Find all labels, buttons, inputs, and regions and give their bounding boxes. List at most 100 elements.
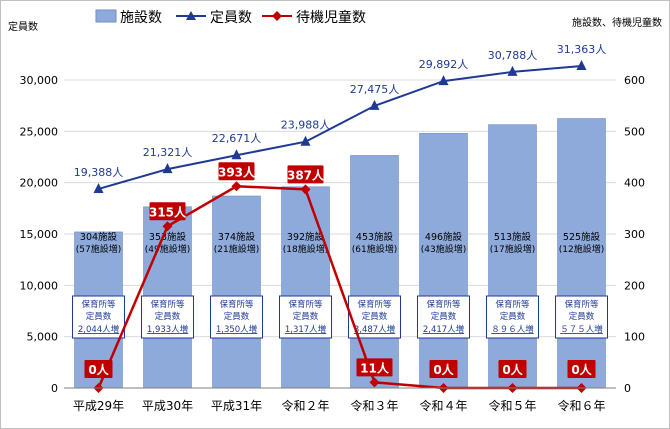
facility-value-label: 392施設 <box>287 231 325 243</box>
facility-value-label: 353施設 <box>149 231 187 243</box>
right-tick-label: 200 <box>624 279 645 292</box>
right-tick-label: 600 <box>624 74 645 87</box>
legend: 施設数 定員数 待機児童数 <box>95 9 366 26</box>
facility-bar <box>350 155 399 389</box>
increase-box-subheading: 定員数 <box>293 311 319 322</box>
increase-box-heading: 保育所等 <box>357 299 392 310</box>
wait-value-label: 0人 <box>571 362 592 377</box>
wait-value-label: 0人 <box>502 362 523 377</box>
facility-value-label: 304施設 <box>80 231 118 243</box>
wait-marker <box>162 221 173 232</box>
wait-marker <box>369 377 380 388</box>
left-tick-label: 0 <box>51 382 58 395</box>
facility-bar <box>212 195 261 389</box>
increase-box-subheading: 定員数 <box>500 311 526 322</box>
wait-value-label: 315人 <box>149 204 187 219</box>
increase-box-value: ５７５人増 <box>560 324 603 335</box>
left-tick-label: 25,000 <box>20 125 59 138</box>
increase-box-heading: 保育所等 <box>495 299 530 310</box>
right-tick-label: 300 <box>624 228 645 241</box>
increase-box-heading: 保育所等 <box>564 299 599 310</box>
staff-marker <box>93 182 104 193</box>
increase-box-heading: 保育所等 <box>219 299 254 310</box>
wait-label-box <box>567 360 596 378</box>
left-tick-label: 15,000 <box>20 228 59 241</box>
wait-value-label: 0人 <box>433 362 454 377</box>
right-tick-label: 100 <box>624 331 645 344</box>
increase-box-value: 3,487人増 <box>354 324 395 335</box>
facility-bar <box>281 186 330 389</box>
facility-increase-label: (17施設増) <box>490 243 535 255</box>
legend-wait-marker <box>272 11 282 21</box>
legend-staff-label: 定員数 <box>210 10 252 26</box>
increase-box <box>417 295 470 339</box>
staff-line <box>98 65 582 190</box>
increase-box-value: 2,417人増 <box>423 324 464 335</box>
facility-value-label: 525施設 <box>563 231 601 243</box>
wait-label-box <box>218 162 255 181</box>
right-tick-label: 500 <box>624 125 645 138</box>
wait-marker <box>300 184 311 195</box>
facility-increase-label: (57施設増) <box>76 243 121 255</box>
wait-label-box <box>498 360 527 378</box>
staff-value-label: 22,671人 <box>212 132 262 145</box>
left-tick-label: 5,000 <box>27 331 59 344</box>
increase-box-heading: 保育所等 <box>150 299 185 310</box>
left-tick-label: 10,000 <box>20 279 59 292</box>
staff-value-label: 21,321人 <box>143 146 193 159</box>
category-label: 平成30年 <box>142 399 193 413</box>
staff-value-label: 19,388人 <box>74 166 124 179</box>
wait-value-label: 393人 <box>218 164 256 179</box>
category-label: 令和５年 <box>488 398 536 413</box>
increase-box-value: 2,044人増 <box>78 324 119 335</box>
facility-increase-label: (43施設増) <box>421 243 466 255</box>
increase-box-heading: 保育所等 <box>426 299 461 310</box>
facility-value-label: 374施設 <box>218 231 256 243</box>
wait-label-box <box>149 202 186 221</box>
facility-bar <box>419 133 468 389</box>
right-axis-title: 施設数、待機児童数 <box>572 16 662 29</box>
increase-box-value: 1,317人増 <box>285 324 326 335</box>
increase-box-subheading: 定員数 <box>224 311 250 322</box>
right-tick-label: 0 <box>624 382 631 395</box>
increase-box-value: 1,933人増 <box>147 324 188 335</box>
increase-box-heading: 保育所等 <box>81 299 116 310</box>
staff-line-series: 19,388人 21,321人 22,671人 23,988人 27,475人 29,89… <box>74 43 607 193</box>
left-tick-label: 20,000 <box>20 177 59 190</box>
wait-value-label: 387人 <box>287 167 325 182</box>
wait-marker <box>231 181 242 192</box>
increase-box-subheading: 定員数 <box>86 311 112 322</box>
staff-value-label: 23,988人 <box>281 119 331 132</box>
legend-bar-swatch <box>95 9 117 23</box>
increase-box <box>555 295 608 339</box>
legend-staff-marker <box>186 11 196 20</box>
increase-box <box>72 295 125 339</box>
increase-box-subheading: 定員数 <box>569 311 595 322</box>
category-label: 平成31年 <box>211 399 262 413</box>
increase-box-value: 1,350人増 <box>216 324 257 335</box>
category-label: 令和３年 <box>350 398 398 413</box>
increase-box-subheading: 定員数 <box>155 311 181 322</box>
facility-increase-label: (18施設増) <box>283 243 328 255</box>
right-tick-label: 400 <box>624 177 645 190</box>
wait-value-label: 0人 <box>88 362 109 377</box>
increase-box-heading: 保育所等 <box>288 299 323 310</box>
facility-increase-label: (61施設増) <box>352 243 397 255</box>
legend-facilities-label: 施設数 <box>120 10 162 26</box>
increase-box <box>486 295 539 339</box>
staff-marker <box>438 75 449 86</box>
facility-bar <box>488 124 537 389</box>
left-axis-title: 定員数 <box>8 20 38 33</box>
facility-value-label: 513施設 <box>494 231 532 243</box>
increase-box-subheading: 定員数 <box>362 311 388 322</box>
wait-line-series: 0人 315人 393人 387人 11人 0人 0人 0人 <box>84 162 596 393</box>
category-label: 令和６年 <box>557 398 605 413</box>
left-tick-label: 30,000 <box>20 74 59 87</box>
legend-wait-label: 待機児童数 <box>296 9 366 26</box>
staff-marker <box>231 149 242 160</box>
wait-label-box <box>429 360 458 378</box>
increase-box <box>210 295 263 339</box>
staff-value-label: 31,363人 <box>557 43 607 56</box>
facility-increase-label: (49施設増) <box>145 243 190 255</box>
